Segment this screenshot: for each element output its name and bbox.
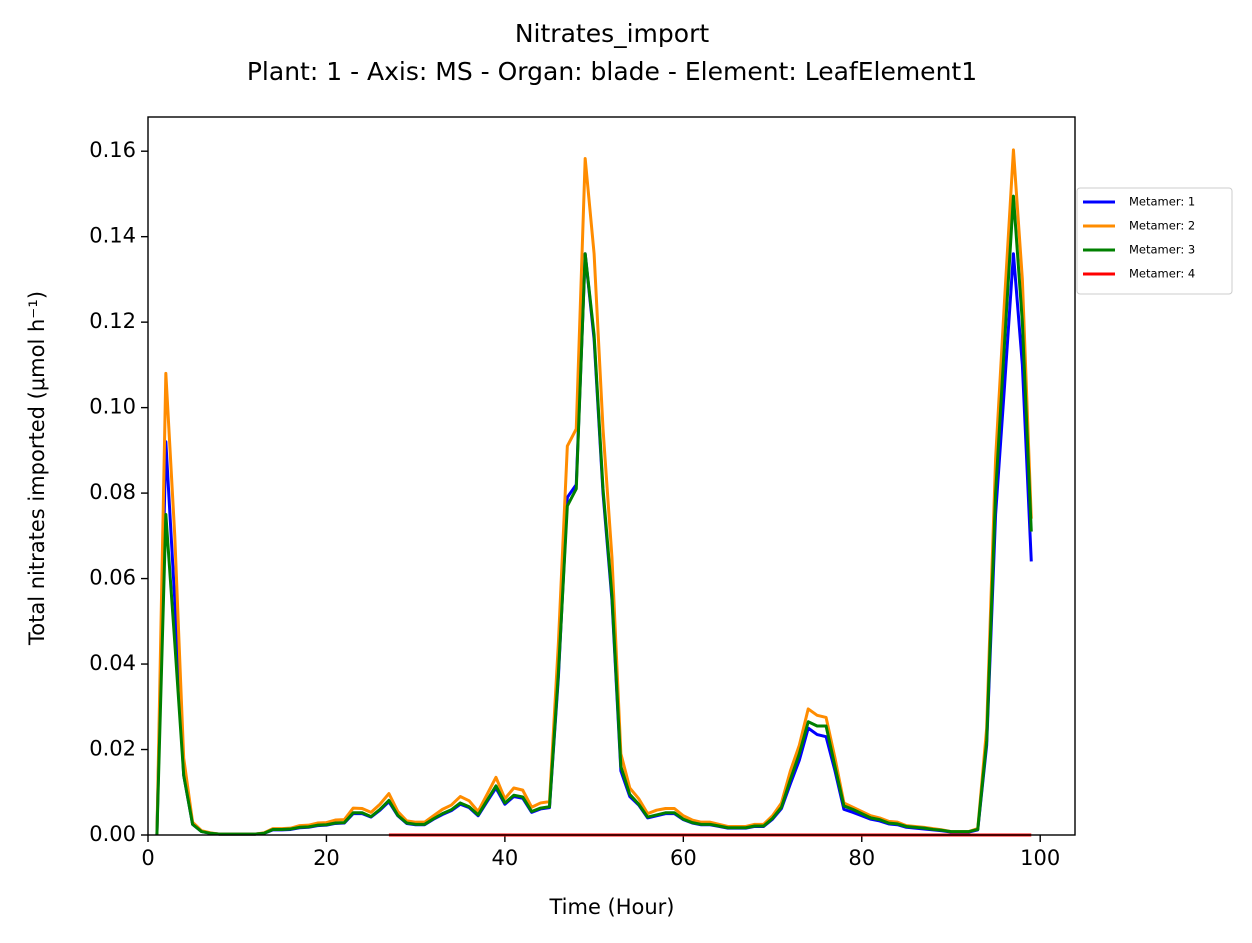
y-tick-label: 0.04	[89, 651, 136, 675]
series-line	[155, 194, 1033, 836]
x-tick-label: 0	[141, 846, 154, 870]
x-axis-label: Time (Hour)	[548, 895, 674, 919]
x-tick-label: 100	[1020, 846, 1060, 870]
legend-label: Metamer: 2	[1129, 219, 1195, 233]
legend-box	[1076, 187, 1233, 295]
y-tick-label: 0.06	[89, 566, 136, 590]
chart-subtitle: Plant: 1 - Axis: MS - Organ: blade - Ele…	[247, 57, 977, 86]
y-tick-label: 0.16	[89, 138, 136, 162]
chart-title: Nitrates_import	[515, 19, 709, 48]
y-tick-label: 0.14	[89, 224, 136, 248]
x-tick-label: 60	[670, 846, 697, 870]
y-tick-label: 0.02	[89, 737, 136, 761]
x-tick-label: 80	[848, 846, 875, 870]
series-line	[155, 148, 1033, 836]
x-tick-label: 40	[492, 846, 519, 870]
legend-label: Metamer: 4	[1129, 267, 1195, 281]
legend-label: Metamer: 1	[1129, 195, 1195, 209]
y-tick-label: 0.00	[89, 822, 136, 846]
plot-frame	[147, 116, 1076, 836]
y-tick-label: 0.12	[89, 309, 136, 333]
x-tick-label: 20	[313, 846, 340, 870]
y-axis-label: Total nitrates imported (μmol h⁻¹)	[25, 291, 49, 646]
legend-label: Metamer: 3	[1129, 243, 1195, 257]
y-tick-label: 0.08	[89, 480, 136, 504]
y-tick-label: 0.10	[89, 395, 136, 419]
